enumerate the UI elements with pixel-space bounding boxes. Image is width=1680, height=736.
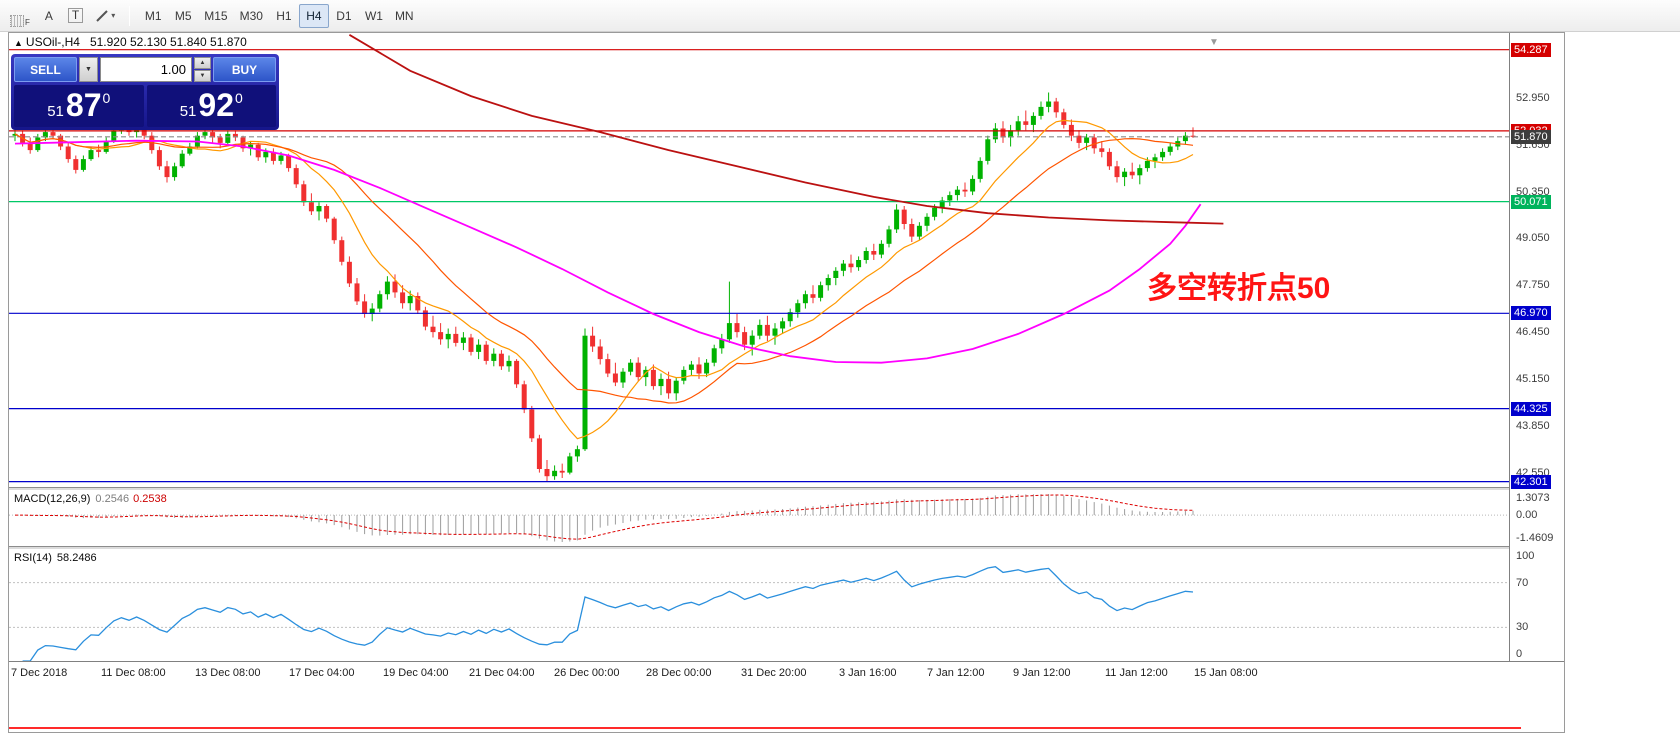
text-label-button[interactable]: T [62, 4, 89, 28]
price-tick: 52.950 [1516, 91, 1550, 104]
timeframe-h4[interactable]: H4 [298, 3, 329, 28]
rsi-scale-label: 100 [1516, 550, 1535, 562]
time-label: 17 Dec 04:00 [289, 667, 355, 679]
arrow-text-button[interactable]: A [36, 4, 62, 28]
macd-signal-value: 0.2538 [133, 493, 167, 505]
chart-grid-button[interactable]: F [4, 4, 36, 28]
macd-scale-top: 1.3073 [1516, 492, 1550, 504]
price-tick: 43.850 [1516, 419, 1550, 432]
price-tick: 45.150 [1516, 372, 1550, 385]
buy-button[interactable]: BUY [213, 57, 276, 82]
timeframe-d1[interactable]: D1 [329, 4, 359, 28]
time-label: 7 Jan 12:00 [927, 667, 985, 679]
timeframe-m30[interactable]: M30 [234, 4, 269, 28]
time-label: 15 Jan 08:00 [1194, 667, 1258, 679]
price-level-label: 51.870 [1511, 129, 1551, 144]
time-label: 21 Dec 04:00 [469, 667, 535, 679]
price-tick: 46.450 [1516, 326, 1550, 339]
macd-title: MACD(12,26,9) 0.2546 0.2538 [14, 493, 167, 505]
price-level-label: 46.970 [1511, 306, 1551, 321]
chevron-down-icon: ▾ [111, 11, 116, 20]
timeframe-group: M1 M5 M15 M30 H1 H4 D1 W1 MN [138, 3, 420, 28]
price-level-label: 44.325 [1511, 401, 1551, 416]
ohlc-values: 51.920 52.130 51.840 51.870 [89, 35, 247, 49]
time-label: 9 Jan 12:00 [1013, 667, 1071, 679]
trendline-icon [96, 9, 108, 22]
time-label: 11 Dec 08:00 [101, 667, 166, 679]
scale-column[interactable]: 52.950 51.650 50.350 49.050 47.750 46.450 45.1… [1509, 33, 1564, 661]
time-label: 7 Dec 2018 [11, 667, 68, 679]
buy-price-small: 51 [179, 103, 197, 120]
draw-tools-dropdown[interactable]: ▾ [89, 4, 121, 28]
dotted-grid-icon [10, 14, 24, 27]
time-axis[interactable]: 7 Dec 2018 11 Dec 08:00 13 Dec 08:00 17 Dec… [9, 661, 1564, 689]
rsi-name: RSI(14) [14, 552, 52, 564]
sell-price-big: 87 [65, 87, 102, 123]
rsi-scale-label: 30 [1516, 621, 1529, 634]
price-level-label: 42.301 [1511, 474, 1551, 489]
time-label: 3 Jan 16:00 [839, 667, 897, 679]
main-chart-svg: ▼ [9, 34, 1509, 483]
sell-price-display[interactable]: 51 87 0 [14, 85, 144, 127]
rsi-scale-label: 0 [1516, 648, 1523, 660]
price-tick: 50.350 [1516, 185, 1550, 198]
chart-annotation: 多空转折点50 [1147, 272, 1331, 305]
stepper-up-icon[interactable]: ▲ [194, 57, 211, 69]
volume-dropdown-button[interactable]: ▼ [79, 57, 98, 82]
timeframe-m1[interactable]: M1 [138, 4, 168, 28]
buy-price-sup: 0 [234, 90, 243, 106]
svg-text:▼: ▼ [1209, 37, 1219, 48]
main-toolbar: F A T ▾ M1 M5 M15 M30 H1 H4 D1 W1 MN [0, 0, 1680, 32]
time-label: 19 Dec 04:00 [383, 667, 449, 679]
macd-name: MACD(12,26,9) [14, 493, 91, 505]
sell-button[interactable]: SELL [14, 57, 77, 82]
time-label: 26 Dec 00:00 [554, 667, 620, 679]
rsi-title: RSI(14) 58.2486 [14, 552, 97, 564]
symbol-timeframe: USOil-,H4 [25, 35, 80, 49]
timeframe-m5[interactable]: M5 [168, 4, 198, 28]
buy-price-display[interactable]: 51 92 0 [146, 85, 276, 127]
trade-controls-row: SELL ▼ ▲ ▼ BUY [14, 57, 276, 82]
time-label: 11 Jan 12:00 [1105, 667, 1168, 679]
timeframe-h1[interactable]: H1 [269, 4, 299, 28]
panel-splitter-rsi[interactable] [9, 546, 1564, 549]
price-tick: 47.750 [1516, 279, 1550, 292]
time-label: 31 Dec 20:00 [741, 667, 807, 679]
rsi-value: 58.2486 [56, 552, 97, 564]
macd-svg [9, 494, 1509, 542]
trade-prices-row: 51 87 0 51 92 0 [14, 85, 276, 127]
rsi-svg [9, 566, 1509, 661]
collapse-arrow-icon[interactable]: ▲ [14, 38, 23, 48]
macd-scale-bottom: -1.4609 [1516, 532, 1554, 544]
volume-stepper[interactable]: ▲ ▼ [194, 57, 211, 82]
bottom-red-line [9, 727, 1521, 729]
macd-main-value: 0.2546 [95, 493, 130, 505]
icon-f-label: F [25, 17, 30, 27]
chart-title: ▲ USOil-,H4 51.920 52.130 51.840 51.870 [14, 35, 247, 49]
price-level-label: 54.287 [1511, 42, 1551, 57]
buy-price-big: 92 [198, 87, 234, 123]
timeframe-w1[interactable]: W1 [359, 4, 389, 28]
timeframe-m15[interactable]: M15 [198, 4, 233, 28]
macd-scale-zero: 0.00 [1516, 509, 1538, 522]
rsi-scale-label: 70 [1516, 576, 1529, 589]
panel-splitter-macd[interactable] [9, 487, 1564, 490]
volume-input[interactable] [100, 57, 192, 82]
price-tick: 49.050 [1516, 232, 1550, 245]
stepper-down-icon[interactable]: ▼ [194, 70, 211, 82]
toolbar-separator [129, 5, 131, 26]
text-label-glyph: T [67, 8, 84, 23]
time-label: 28 Dec 00:00 [646, 667, 712, 679]
price-level-label: 50.071 [1511, 194, 1551, 209]
sell-price-sup: 0 [102, 90, 111, 106]
timeframe-mn[interactable]: MN [389, 4, 420, 28]
time-label: 13 Dec 08:00 [195, 667, 261, 679]
chart-window: ▼ ▲ USOil-,H4 51.920 52.130 51.840 51.870 … [8, 32, 1565, 733]
sell-price-small: 51 [47, 103, 64, 120]
